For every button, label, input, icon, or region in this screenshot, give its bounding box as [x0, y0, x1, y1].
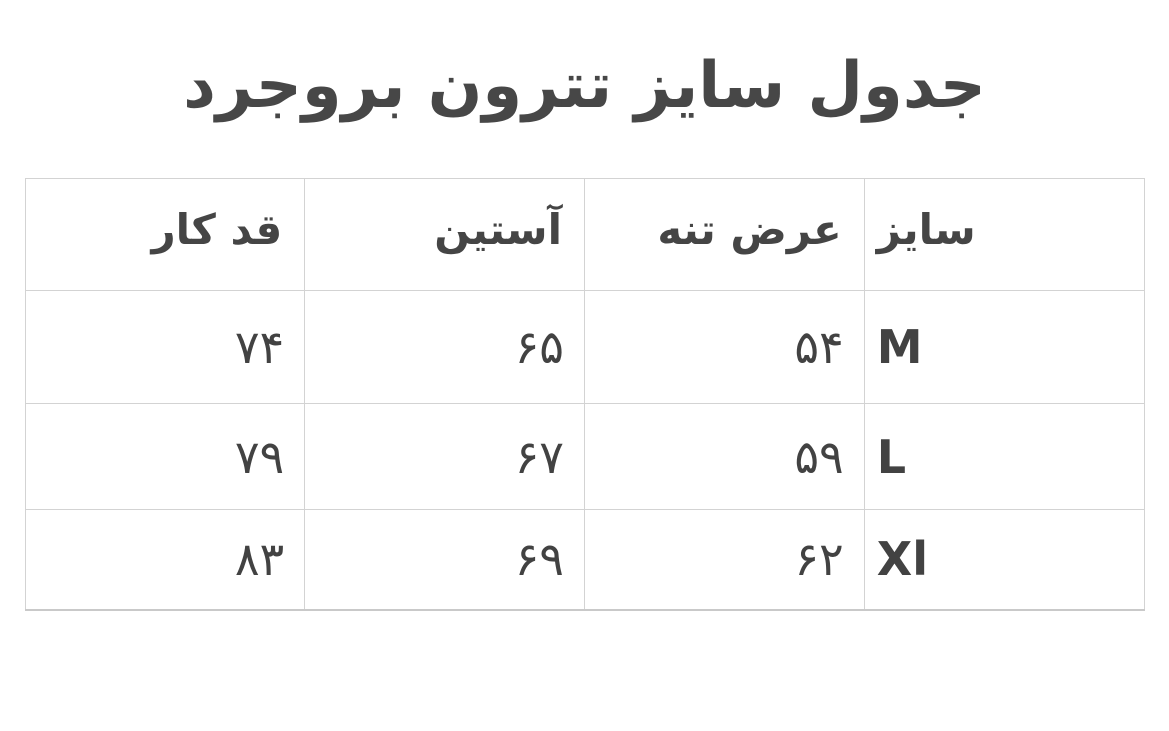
table-row-m: M ۵۴ ۶۵ ۷۴ [24, 290, 1145, 404]
cell-body-width-l: ۵۹ [584, 403, 865, 510]
cell-body-width-xl: ۶۲ [584, 509, 865, 610]
header-cell-sleeve: آستین [304, 178, 585, 291]
table-row-l: L ۵۹ ۶۷ ۷۹ [24, 403, 1145, 510]
cell-size-xl: Xl [863, 509, 1145, 610]
cell-sleeve-l: ۶۷ [304, 403, 585, 510]
header-row: سایز عرض تنه آستین قد کار [24, 178, 1145, 291]
cell-size-l: L [863, 403, 1145, 510]
size-chart-table: سایز عرض تنه آستین قد کار M ۵۴ ۶۵ ۷۴ L ۵… [24, 178, 1145, 611]
cell-sleeve-xl: ۶۹ [304, 509, 585, 610]
header-cell-body-width: عرض تنه [584, 178, 865, 291]
cell-sleeve-m: ۶۵ [304, 290, 585, 404]
cell-length-xl: ۸۳ [24, 509, 306, 610]
size-chart-header: سایز عرض تنه آستین قد کار [24, 178, 1145, 291]
cell-length-l: ۷۹ [24, 403, 306, 510]
table-row-xl: Xl ۶۲ ۶۹ ۸۳ [24, 509, 1145, 610]
size-chart-body: M ۵۴ ۶۵ ۷۴ L ۵۹ ۶۷ ۷۹ Xl ۶۲ ۶۹ ۸۳ [24, 290, 1145, 610]
cell-body-width-m: ۵۴ [584, 290, 865, 404]
header-cell-size: سایز [863, 178, 1145, 291]
page-title: جدول سایز تترون بروجرد [183, 49, 986, 123]
cell-size-m: M [863, 290, 1145, 404]
header-cell-length: قد کار [24, 178, 306, 291]
cell-length-m: ۷۴ [24, 290, 306, 404]
